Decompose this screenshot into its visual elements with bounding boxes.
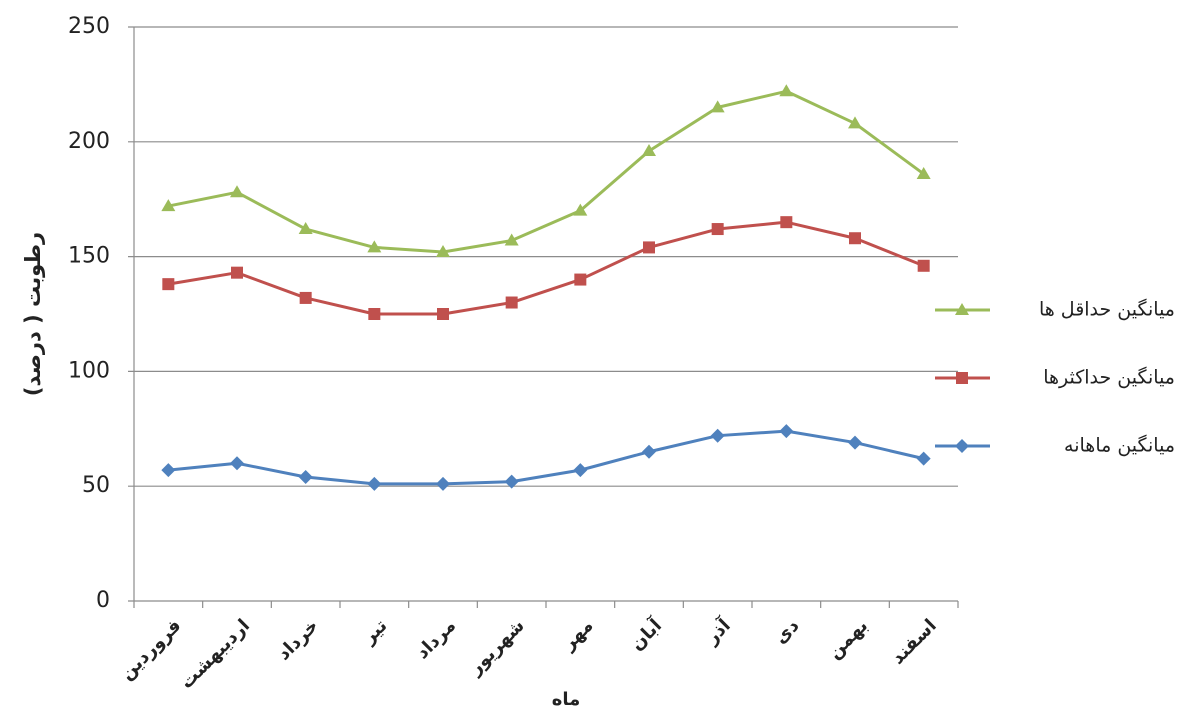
y-tick-label: 0 [96,588,110,613]
data-point [161,463,176,478]
x-tick-label: مهر [558,615,598,655]
data-point [505,296,518,309]
y-tick-label: 250 [68,14,110,39]
data-point [504,233,519,246]
data-point [916,451,931,466]
x-tick-label: بهمن [824,615,872,663]
data-point [917,259,930,272]
legend-marker [955,439,969,453]
x-tick-label: آذر [700,613,736,649]
x-tick-label: اسفند [887,615,940,668]
data-point [573,463,588,478]
data-point [299,291,312,304]
data-point [779,84,794,97]
x-tick-label: فروردین [116,615,185,684]
x-tick-label: مرداد [412,615,460,663]
data-point [231,266,243,279]
data-point [298,222,313,235]
series-line [168,220,925,316]
data-point [298,470,313,485]
x-tick-label: دی [770,615,803,648]
data-point [574,273,587,286]
x-tick-label: خرداد [273,615,322,664]
data-point [368,308,381,320]
y-tick-label: 50 [82,473,110,498]
data-point [504,474,519,489]
data-point [711,223,724,236]
x-tick-label: آبان [625,613,667,655]
series-line [168,429,925,486]
y-axis-title: رطوبت ( درصد) [21,232,45,396]
data-point [436,476,450,491]
data-point [848,116,862,129]
data-point [642,444,656,459]
series-line [168,89,925,254]
data-point [437,308,449,320]
data-point [780,216,793,229]
data-point [849,232,861,245]
data-point [230,456,244,471]
data-point [367,476,382,491]
data-point [162,278,175,291]
data-point [779,424,794,439]
data-point [916,166,931,179]
data-point [367,240,382,253]
legend-marker [955,303,969,315]
x-tick-label: تیر [358,615,391,648]
x-axis-title: ماه [552,689,581,710]
legend-label: میانگین حداقل ها [1039,298,1175,321]
x-tick-label: شهریور [464,615,528,679]
data-point [161,199,176,212]
data-point [643,241,655,254]
y-tick-label: 150 [68,244,110,269]
x-tick-label: اردیبهشت [176,615,254,693]
legend-marker [956,372,968,384]
data-point [573,203,588,216]
data-point [642,143,656,156]
y-tick-label: 200 [68,129,110,154]
legend-label: میانگین ماهانه [1064,434,1175,457]
data-point [230,185,244,198]
legend-label: میانگین حداکثرها [1043,366,1175,389]
data-point [710,100,725,113]
data-point [436,245,450,258]
data-point [710,428,725,443]
y-tick-label: 100 [68,358,110,383]
data-point [848,435,862,450]
